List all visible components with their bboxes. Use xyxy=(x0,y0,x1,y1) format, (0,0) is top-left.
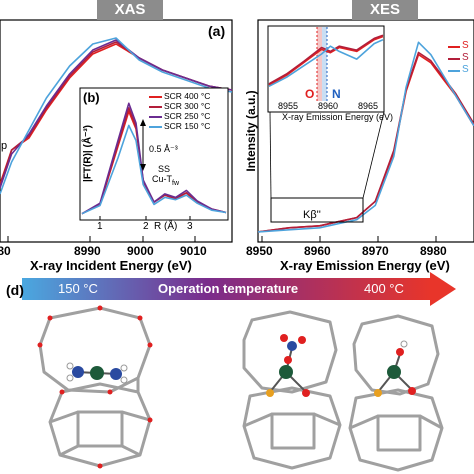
kbeta-callout-left xyxy=(269,111,272,199)
zeolite-cage-middle xyxy=(242,310,342,470)
inset-b-scale-text: 0.5 Å⁻³ xyxy=(149,144,178,154)
xas-x-tick-1: 8990 xyxy=(74,244,101,258)
xes-legend-1: S xyxy=(462,40,469,51)
inset-b-x-tick-0: 1 xyxy=(97,221,103,232)
inset-b-legend-150: SCR 150 °C xyxy=(164,121,211,131)
inset-b-x-tick-2: 3 xyxy=(187,221,193,232)
inset-b-series-3 xyxy=(81,124,227,215)
xes-x-tick-2: 8970 xyxy=(362,244,389,258)
cu-diamine-complex xyxy=(66,362,128,384)
cu-nitrate-complex xyxy=(266,334,310,397)
xas-plot-frame xyxy=(0,19,233,243)
kbeta-callout-right xyxy=(362,111,385,199)
xes-inset-x-axis-label: X-ray Emission Energy (eV) xyxy=(282,112,394,122)
xas-header: XAS xyxy=(97,0,163,20)
xes-series-1 xyxy=(257,51,474,233)
panel-letter-d: (d) xyxy=(6,282,24,298)
xes-series-group xyxy=(257,41,474,233)
inset-b-y-axis-label: |FT(R)| (Å⁻³) xyxy=(82,125,94,182)
inset-b-cu-subscript: fw xyxy=(172,179,179,187)
xes-inset-x-tick-1: 8960 xyxy=(318,101,339,111)
inset-b-legend-300: SCR 300 °C xyxy=(164,101,211,111)
xas-marker-text: p xyxy=(1,140,8,152)
temperature-arrow-head xyxy=(430,272,456,306)
xas-series-3 xyxy=(0,37,233,195)
xes-x-tick-0: 8950 xyxy=(246,244,273,258)
inset-b-series-group xyxy=(81,102,227,215)
temp-arrow-label: Operation temperature xyxy=(158,281,299,296)
xas-x-tick-3: 9010 xyxy=(180,244,207,258)
xas-series-group xyxy=(0,37,233,195)
inset-b-legend-400: SCR 400 °C xyxy=(164,91,211,101)
cu-hydroxyl-complex xyxy=(374,340,416,397)
xes-legend-2: S xyxy=(462,52,469,63)
kbeta-box xyxy=(270,197,364,223)
xas-series-2 xyxy=(0,39,233,189)
inset-b-cu-text: Cu-T xyxy=(152,174,172,184)
xes-x-tick-1: 8960 xyxy=(304,244,331,258)
zeolite-cage-right xyxy=(348,314,444,472)
temperature-arrow-body xyxy=(22,278,432,300)
xes-y-axis-label: Intensity (a.u.) xyxy=(244,90,258,172)
inset-b-x-axis-label: R (Å) xyxy=(154,221,178,232)
inset-b-scale-arrow-up xyxy=(140,119,146,126)
xes-inset-series-group xyxy=(268,34,384,88)
xes-inset-band-blue xyxy=(322,27,327,101)
inset-b-series-2 xyxy=(81,102,227,215)
xes-plot-frame xyxy=(257,19,474,243)
panel-letter-a: (a) xyxy=(208,23,226,39)
xas-x-axis-label: X-ray Incident Energy (eV) xyxy=(30,258,192,273)
xes-legend-3: S xyxy=(462,64,469,75)
inset-b-scale-arrow-down xyxy=(140,164,146,171)
xes-inset-series-2 xyxy=(268,38,384,88)
xas-x-tick-0: 8980 xyxy=(0,244,11,258)
xes-inset-x-tick-2: 8965 xyxy=(358,101,379,111)
kbeta-label: Kβ'' xyxy=(303,209,321,221)
temp-low-label: 150 °C xyxy=(58,281,98,296)
inset-b-x-tick-1: 2 xyxy=(143,221,149,232)
inset-b-ss-label: SS xyxy=(158,164,171,174)
xes-x-axis-label: X-ray Emission Energy (eV) xyxy=(280,258,450,273)
xes-inset-label-n: N xyxy=(332,87,341,101)
xas-x-ticks xyxy=(7,236,196,242)
xes-inset-series-0 xyxy=(268,35,384,86)
temp-high-label: 400 °C xyxy=(364,281,404,296)
xes-x-tick-3: 8980 xyxy=(420,244,447,258)
inset-b-legend-250: SCR 250 °C xyxy=(164,111,211,121)
xes-inset-band-red xyxy=(317,27,322,101)
xas-x-tick-2: 9000 xyxy=(127,244,154,258)
xes-inset-x-tick-0: 8955 xyxy=(278,101,299,111)
xes-series-2 xyxy=(257,41,474,233)
xes-inset-series-1 xyxy=(268,34,384,85)
inset-b-cu-label: Cu-Tfw xyxy=(152,174,179,187)
xes-x-ticks xyxy=(261,236,437,242)
xes-inset-label-o: O xyxy=(305,87,315,101)
zeolite-cage-left-atoms xyxy=(37,305,153,469)
panel-letter-b: (b) xyxy=(83,90,100,105)
xes-header: XES xyxy=(352,0,418,20)
zeolite-cage-left xyxy=(38,306,152,468)
inset-b-frame xyxy=(79,87,229,221)
inset-b-x-ticks xyxy=(99,216,191,220)
